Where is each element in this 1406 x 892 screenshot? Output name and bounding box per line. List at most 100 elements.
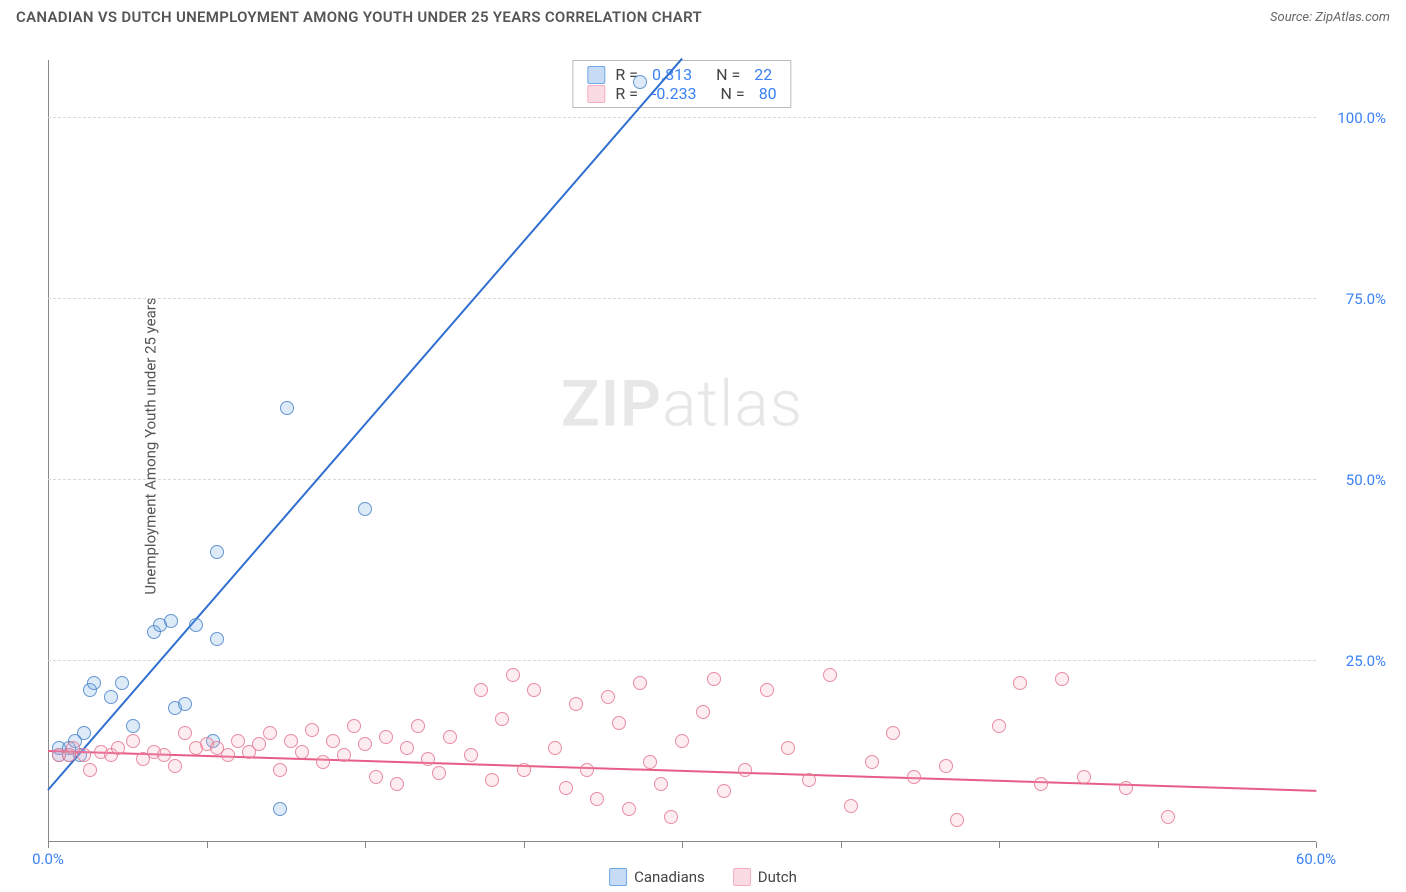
data-point xyxy=(164,614,178,628)
data-point xyxy=(601,690,615,704)
x-tick xyxy=(48,842,49,848)
data-point xyxy=(189,618,203,632)
data-point xyxy=(950,813,964,827)
data-point xyxy=(1013,676,1027,690)
data-point xyxy=(643,755,657,769)
data-point xyxy=(126,719,140,733)
chart-container: CANADIAN VS DUTCH UNEMPLOYMENT AMONG YOU… xyxy=(0,0,1406,892)
data-point xyxy=(527,683,541,697)
data-point xyxy=(347,719,361,733)
data-point xyxy=(781,741,795,755)
data-point xyxy=(83,763,97,777)
watermark: ZIPatlas xyxy=(561,367,803,442)
data-point xyxy=(316,755,330,769)
stats-row-canadians: R = 0.813 N = 22 xyxy=(587,65,776,84)
watermark-bold: ZIP xyxy=(561,367,662,442)
x-tick xyxy=(365,842,366,848)
data-point xyxy=(400,741,414,755)
data-point xyxy=(696,705,710,719)
legend-swatch-canadians-icon xyxy=(609,868,627,886)
data-point xyxy=(612,716,626,730)
data-point xyxy=(717,784,731,798)
chart-title: CANADIAN VS DUTCH UNEMPLOYMENT AMONG YOU… xyxy=(16,8,702,26)
data-point xyxy=(707,672,721,686)
legend-item-dutch: Dutch xyxy=(733,868,797,886)
data-point xyxy=(358,502,372,516)
y-tick-label: 75.0% xyxy=(1326,290,1386,308)
watermark-light: atlas xyxy=(662,367,803,442)
data-point xyxy=(844,799,858,813)
data-point xyxy=(865,755,879,769)
data-point xyxy=(654,777,668,791)
legend: Canadians Dutch xyxy=(609,868,797,886)
y-tick-label: 50.0% xyxy=(1326,471,1386,489)
data-point xyxy=(369,770,383,784)
x-tick xyxy=(1158,842,1159,848)
data-point xyxy=(1077,770,1091,784)
data-point xyxy=(1161,810,1175,824)
data-point xyxy=(77,726,91,740)
legend-item-canadians: Canadians xyxy=(609,868,705,886)
trendline-canadians xyxy=(47,58,683,791)
data-point xyxy=(633,75,647,89)
data-point xyxy=(326,734,340,748)
data-point xyxy=(992,719,1006,733)
data-point xyxy=(115,676,129,690)
data-point xyxy=(210,545,224,559)
gridline xyxy=(48,117,1316,118)
y-tick-label: 25.0% xyxy=(1326,652,1386,670)
stats-row-dutch: R = -0.233 N = 80 xyxy=(587,84,776,103)
data-point xyxy=(675,734,689,748)
data-point xyxy=(210,632,224,646)
data-point xyxy=(273,802,287,816)
legend-label-dutch: Dutch xyxy=(758,868,797,886)
data-point xyxy=(178,726,192,740)
legend-label-canadians: Canadians xyxy=(634,868,705,886)
title-bar: CANADIAN VS DUTCH UNEMPLOYMENT AMONG YOU… xyxy=(16,8,1390,26)
data-point xyxy=(622,802,636,816)
data-point xyxy=(633,676,647,690)
x-tick-label: 60.0% xyxy=(1296,850,1336,868)
y-tick-label: 100.0% xyxy=(1326,109,1386,127)
data-point xyxy=(939,759,953,773)
data-point xyxy=(485,773,499,787)
data-point xyxy=(168,759,182,773)
source-label: Source: ZipAtlas.com xyxy=(1270,10,1390,25)
data-point xyxy=(411,719,425,733)
gridline xyxy=(48,298,1316,299)
data-point xyxy=(295,745,309,759)
x-tick xyxy=(841,842,842,848)
data-point xyxy=(432,766,446,780)
gridline xyxy=(48,479,1316,480)
data-point xyxy=(664,810,678,824)
data-point xyxy=(390,777,404,791)
data-point xyxy=(273,763,287,777)
data-point xyxy=(580,763,594,777)
data-point xyxy=(104,690,118,704)
x-tick xyxy=(207,842,208,848)
data-point xyxy=(886,726,900,740)
x-tick xyxy=(999,842,1000,848)
x-tick xyxy=(682,842,683,848)
legend-swatch-dutch-icon xyxy=(733,868,751,886)
data-point xyxy=(111,741,125,755)
data-point xyxy=(221,748,235,762)
data-point xyxy=(280,401,294,415)
swatch-dutch-icon xyxy=(587,85,605,103)
data-point xyxy=(87,676,101,690)
data-point xyxy=(443,730,457,744)
data-point xyxy=(760,683,774,697)
data-point xyxy=(569,697,583,711)
stats-N-canadians: 22 xyxy=(754,65,772,84)
data-point xyxy=(252,737,266,751)
data-point xyxy=(823,668,837,682)
data-point xyxy=(337,748,351,762)
plot-area: ZIPatlas R = 0.813 N = 22 R = -0.233 N =… xyxy=(48,60,1316,842)
data-point xyxy=(738,763,752,777)
data-point xyxy=(263,726,277,740)
data-point xyxy=(1034,777,1048,791)
x-tick xyxy=(1316,842,1317,848)
stats-N-dutch: 80 xyxy=(759,84,777,103)
x-tick-label: 0.0% xyxy=(32,850,64,868)
data-point xyxy=(358,737,372,751)
